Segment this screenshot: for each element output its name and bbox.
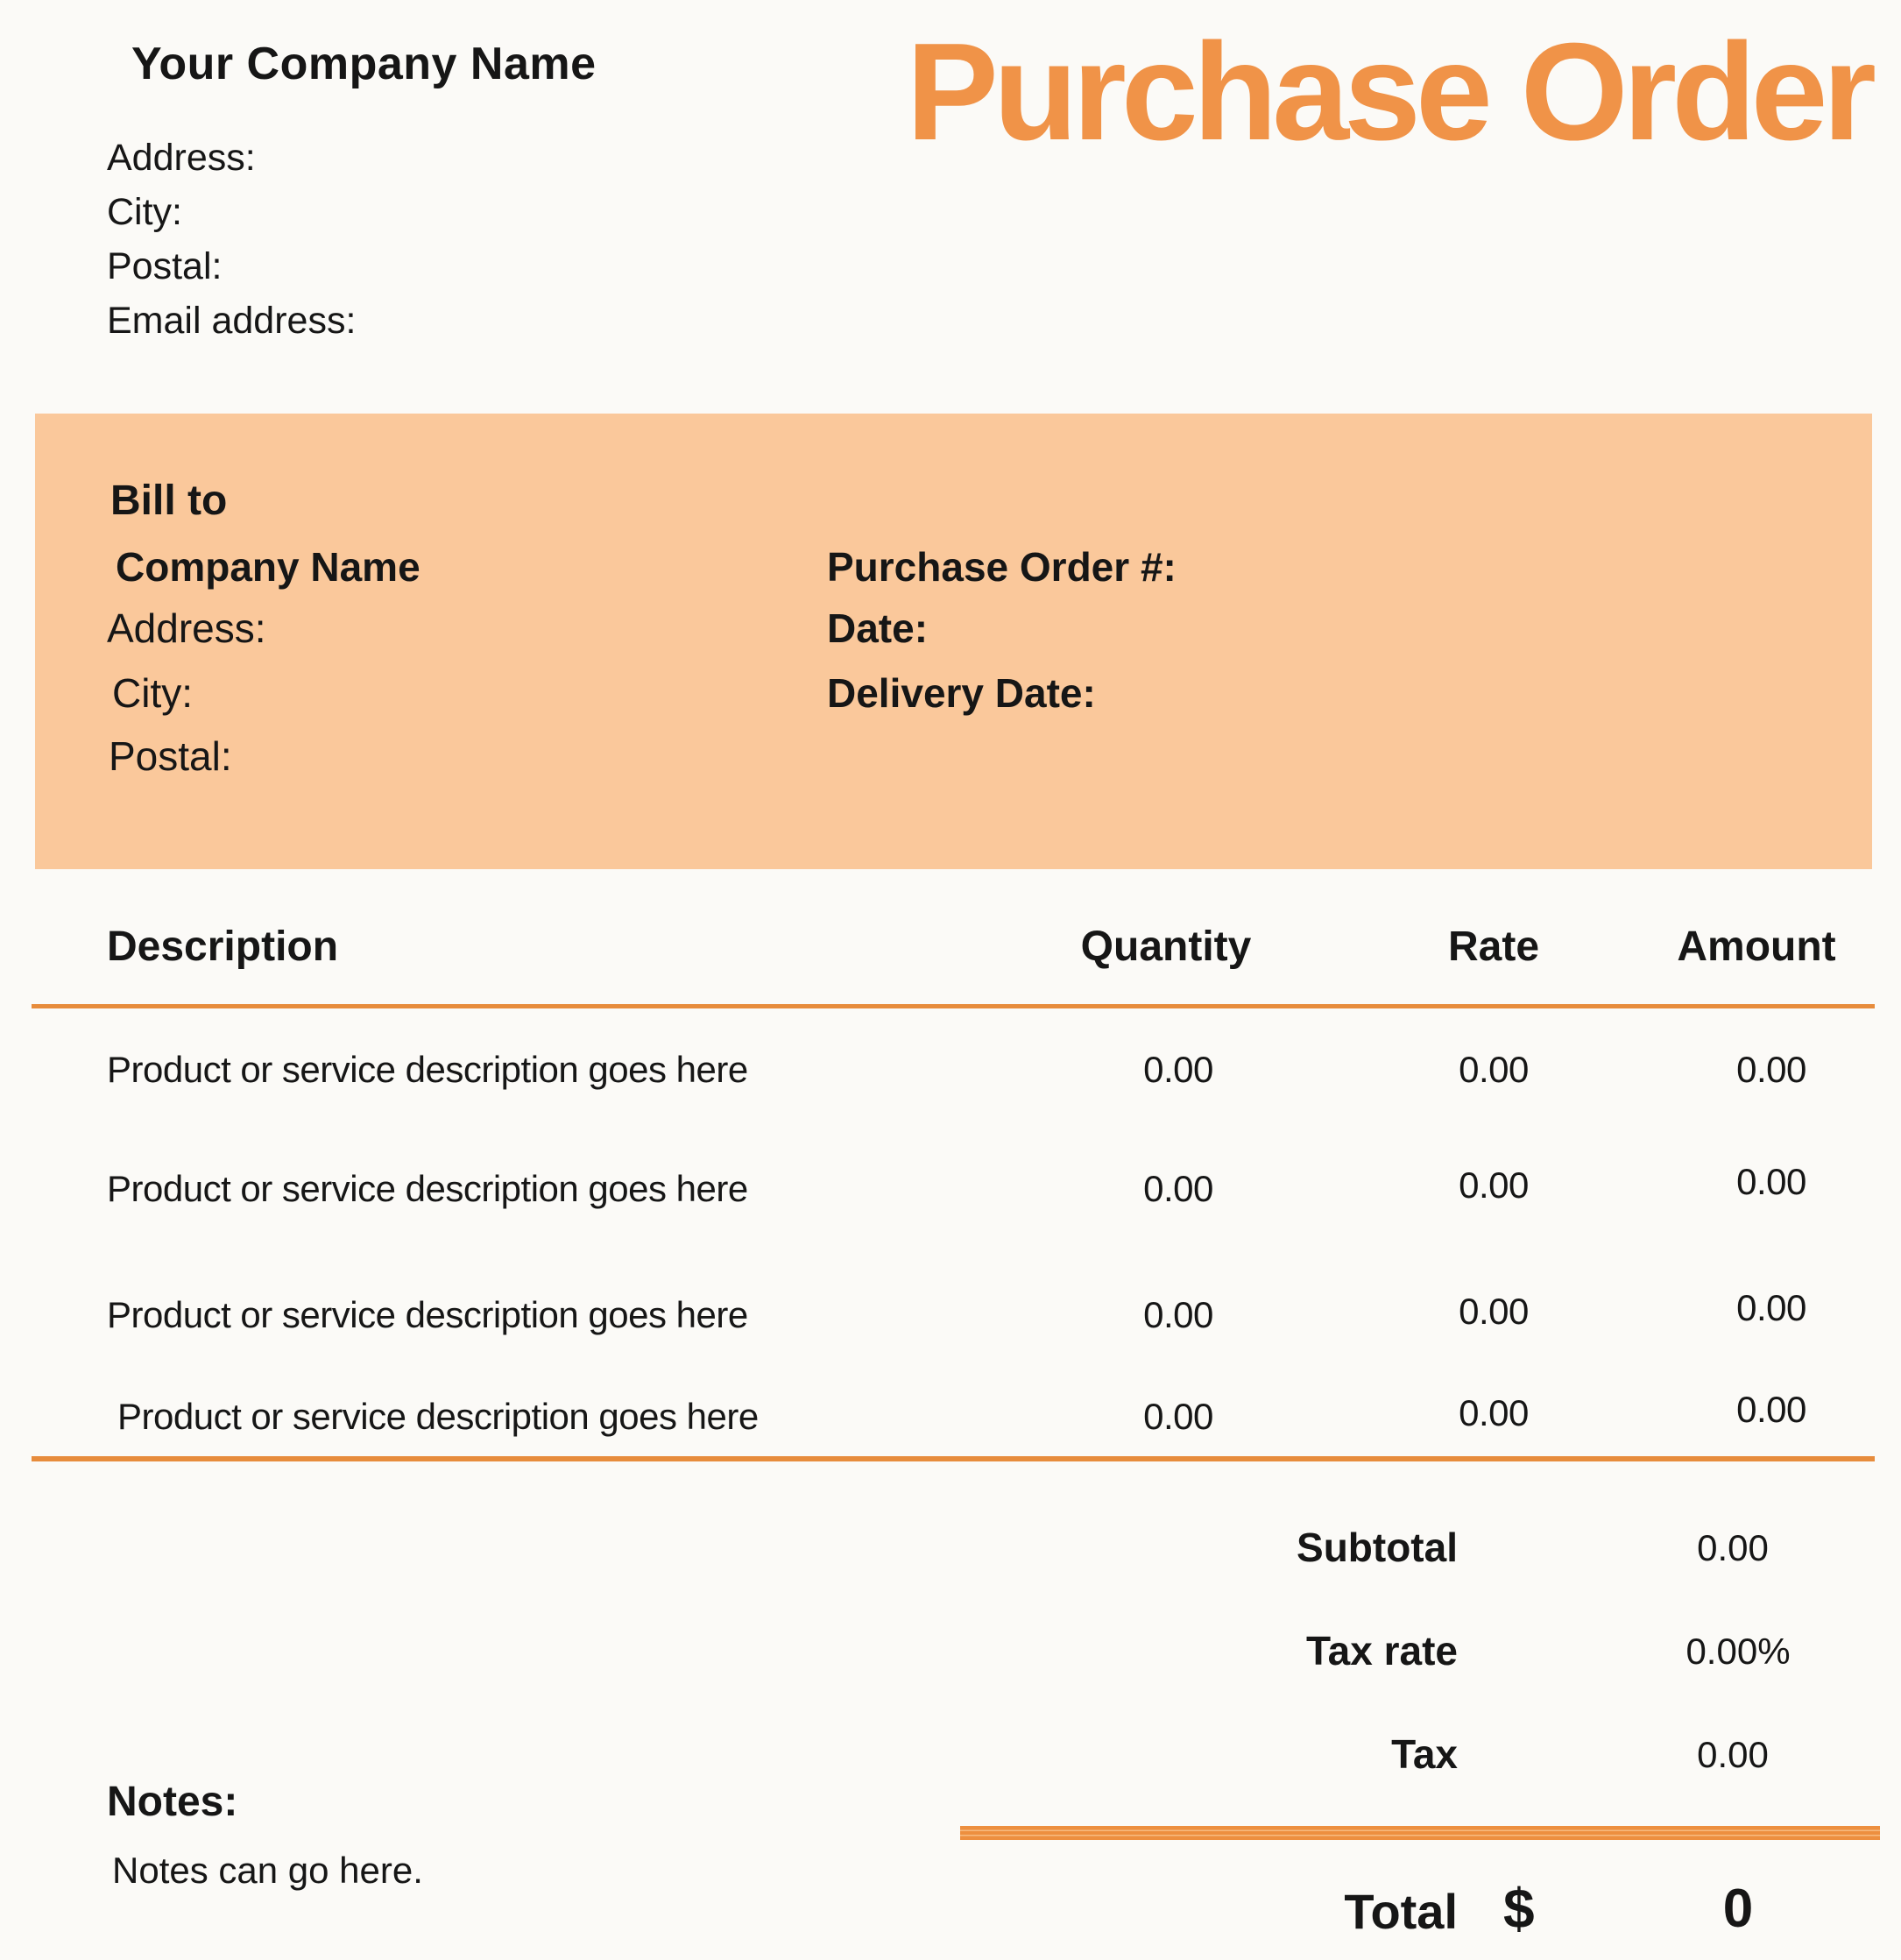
item-rate: 0.00 xyxy=(1459,1392,1529,1433)
company-name: Your Company Name xyxy=(131,39,597,89)
tax-label: Tax xyxy=(1391,1731,1458,1777)
item-amount: 0.00 xyxy=(1736,1389,1806,1430)
table-bottom-divider xyxy=(32,1456,1875,1461)
item-rate: 0.00 xyxy=(1459,1164,1529,1206)
company-email-label: Email address: xyxy=(107,300,357,342)
column-header-rate: Rate xyxy=(1447,923,1540,970)
line-item-row: Product or service description goes here… xyxy=(0,1391,1901,1453)
bill-to-address-label: Address: xyxy=(107,605,266,651)
bill-to-heading: Bill to xyxy=(110,478,228,524)
line-item-row: Product or service description goes here… xyxy=(0,1044,1901,1106)
table-header-divider xyxy=(32,1004,1875,1008)
item-rate: 0.00 xyxy=(1459,1291,1529,1332)
tax-value: 0.00 xyxy=(1697,1734,1769,1775)
item-description: Product or service description goes here xyxy=(117,1396,759,1437)
item-quantity: 0.00 xyxy=(1143,1168,1213,1209)
bill-to-postal-label: Postal: xyxy=(109,733,232,779)
item-rate: 0.00 xyxy=(1459,1049,1529,1090)
column-header-description: Description xyxy=(107,923,339,970)
column-header-quantity: Quantity xyxy=(1080,923,1252,970)
tax-rate-label: Tax rate xyxy=(1305,1628,1458,1673)
currency-symbol: $ xyxy=(1503,1877,1535,1940)
document-title: Purchase Order xyxy=(906,15,1876,169)
column-header-amount: Amount xyxy=(1677,923,1836,970)
item-amount: 0.00 xyxy=(1736,1287,1806,1328)
item-description: Product or service description goes here xyxy=(107,1168,748,1209)
item-amount: 0.00 xyxy=(1736,1049,1806,1090)
notes-text: Notes can go here. xyxy=(112,1850,423,1891)
bill-to-city-label: City: xyxy=(112,670,193,716)
item-description: Product or service description goes here xyxy=(107,1294,748,1335)
tax-rate-value: 0.00% xyxy=(1685,1631,1791,1672)
po-number-label: Purchase Order #: xyxy=(827,544,1177,590)
grand-total-divider xyxy=(960,1826,1880,1840)
item-quantity: 0.00 xyxy=(1143,1294,1213,1335)
bill-to-panel: Bill to Company Name Address: City: Post… xyxy=(35,414,1872,869)
subtotal-label: Subtotal xyxy=(1297,1525,1458,1570)
item-description: Product or service description goes here xyxy=(107,1049,748,1090)
company-address-label: Address: xyxy=(107,137,256,179)
item-quantity: 0.00 xyxy=(1143,1396,1213,1437)
bill-to-company-label: Company Name xyxy=(116,544,420,590)
item-amount: 0.00 xyxy=(1736,1161,1806,1202)
subtotal-value: 0.00 xyxy=(1697,1527,1769,1568)
company-city-label: City: xyxy=(107,191,182,233)
line-item-row: Product or service description goes here… xyxy=(0,1164,1901,1225)
order-date-label: Date: xyxy=(827,605,929,651)
item-quantity: 0.00 xyxy=(1143,1049,1213,1090)
notes-label: Notes: xyxy=(107,1779,238,1825)
line-item-row: Product or service description goes here… xyxy=(0,1290,1901,1351)
grand-total-value: 0 xyxy=(1722,1879,1754,1939)
grand-total-label: Total xyxy=(1344,1884,1458,1939)
delivery-date-label: Delivery Date: xyxy=(827,670,1096,716)
company-postal-label: Postal: xyxy=(107,245,223,287)
